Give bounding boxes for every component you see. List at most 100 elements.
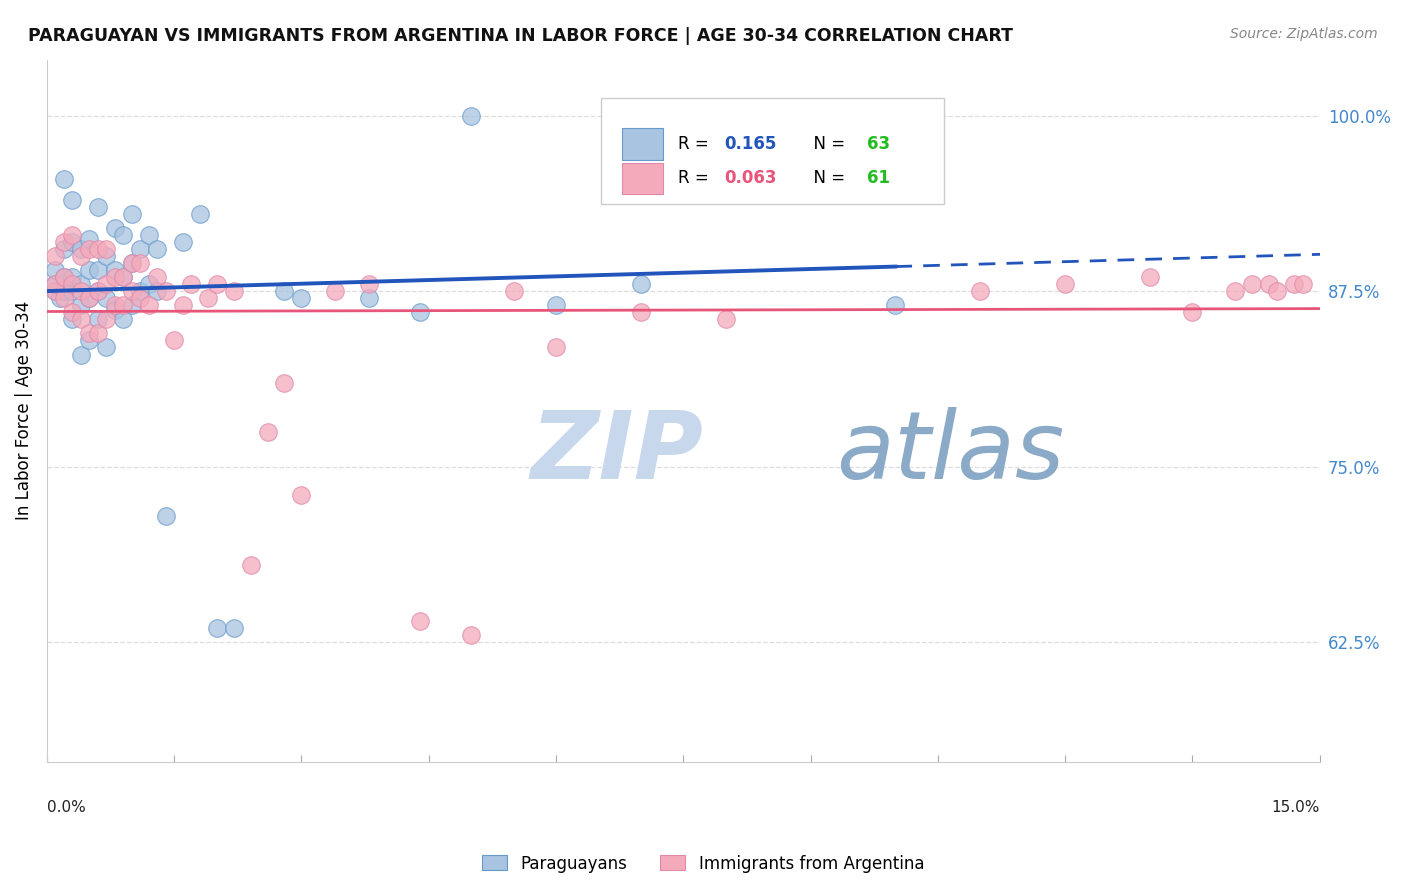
Point [239, 558, 262, 573]
Point [1265, 285, 1288, 299]
Point [96, 341, 118, 355]
Point [60, 312, 83, 326]
Point [48, 291, 70, 305]
Point [96, 277, 118, 292]
Point [79, 263, 101, 277]
Text: 63: 63 [866, 135, 890, 153]
Point [60, 285, 83, 299]
Point [60, 228, 83, 243]
Point [44, 249, 66, 263]
Point [155, 508, 177, 523]
Point [69, 277, 91, 292]
Text: PARAGUAYAN VS IMMIGRANTS FROM ARGENTINA IN LABOR FORCE | AGE 30-34 CORRELATION C: PARAGUAYAN VS IMMIGRANTS FROM ARGENTINA … [28, 27, 1014, 45]
Point [155, 285, 177, 299]
Point [87, 285, 110, 299]
Point [273, 376, 295, 390]
Point [112, 270, 135, 285]
Point [172, 298, 194, 312]
Text: N =: N = [803, 169, 851, 187]
Point [172, 235, 194, 249]
Point [112, 312, 135, 326]
Point [1181, 305, 1204, 319]
Point [197, 291, 219, 305]
Text: atlas: atlas [837, 408, 1064, 499]
Point [60, 277, 83, 292]
Point [121, 207, 143, 221]
Point [104, 302, 127, 317]
Point [79, 242, 101, 256]
Text: Source: ZipAtlas.com: Source: ZipAtlas.com [1230, 27, 1378, 41]
Point [52, 242, 75, 256]
Point [79, 334, 101, 348]
Point [129, 291, 152, 305]
Point [79, 291, 101, 305]
Point [69, 285, 91, 299]
Text: R =: R = [678, 169, 714, 187]
Point [44, 285, 66, 299]
Legend: Paraguayans, Immigrants from Argentina: Paraguayans, Immigrants from Argentina [475, 848, 931, 880]
Point [121, 256, 143, 270]
Point [409, 305, 432, 319]
Point [69, 249, 91, 263]
Point [96, 242, 118, 256]
Point [121, 285, 143, 299]
Point [1240, 277, 1263, 292]
Point [222, 285, 245, 299]
Point [52, 172, 75, 186]
Point [138, 277, 160, 292]
Point [460, 109, 482, 123]
Point [460, 628, 482, 642]
Point [1282, 277, 1305, 292]
FancyBboxPatch shape [600, 98, 945, 203]
Point [714, 312, 737, 326]
Point [1257, 277, 1279, 292]
Point [60, 235, 83, 249]
Point [146, 242, 169, 256]
Point [44, 277, 66, 292]
Point [1139, 270, 1161, 285]
Point [129, 242, 152, 256]
Point [104, 270, 127, 285]
Point [69, 312, 91, 326]
Point [129, 256, 152, 270]
Text: 15.0%: 15.0% [1271, 800, 1320, 815]
Point [96, 312, 118, 326]
Point [87, 263, 110, 277]
Point [52, 270, 75, 285]
Point [256, 425, 278, 439]
Point [69, 298, 91, 312]
Text: 0.165: 0.165 [724, 135, 776, 153]
Point [60, 193, 83, 207]
Point [104, 263, 127, 277]
Point [87, 312, 110, 326]
Point [146, 270, 169, 285]
Point [290, 488, 312, 502]
Point [104, 298, 127, 312]
Point [44, 263, 66, 277]
Point [60, 305, 83, 319]
Point [138, 228, 160, 243]
Point [87, 285, 110, 299]
Point [87, 200, 110, 214]
Point [52, 285, 75, 299]
FancyBboxPatch shape [623, 128, 662, 160]
Point [52, 270, 75, 285]
Point [96, 291, 118, 305]
Point [121, 298, 143, 312]
Text: 61: 61 [866, 169, 890, 187]
Point [44, 277, 66, 292]
Text: 0.0%: 0.0% [46, 800, 86, 815]
Point [1054, 277, 1077, 292]
Point [884, 298, 907, 312]
Point [121, 256, 143, 270]
Point [188, 207, 211, 221]
Point [69, 242, 91, 256]
Point [44, 285, 66, 299]
Point [87, 242, 110, 256]
Point [163, 334, 186, 348]
Point [290, 291, 312, 305]
Point [409, 615, 432, 629]
Point [87, 326, 110, 341]
Point [104, 221, 127, 235]
Point [714, 109, 737, 123]
